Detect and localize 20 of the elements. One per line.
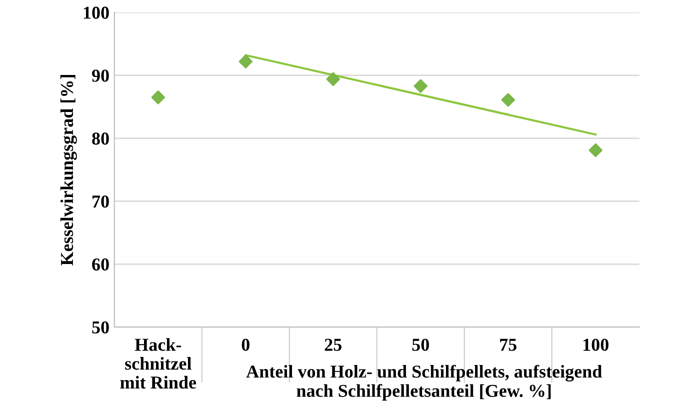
point — [501, 92, 516, 107]
point — [326, 72, 340, 86]
x-axis-title: Anteil von Holz- und Schilfpellets, aufsteigend nach Schilfpelletsanteil [Gew. %] — [246, 364, 602, 401]
x-tick-label: Hack- schnitzel mit Rinde — [120, 338, 196, 389]
y-tick-label: 80 — [92, 132, 109, 145]
point — [151, 90, 166, 104]
y-tick-label: 50 — [92, 321, 109, 334]
point — [414, 79, 428, 93]
point — [588, 143, 603, 158]
x-tick-label: 50 — [412, 338, 429, 351]
x-tick-label: 25 — [324, 338, 342, 351]
y-tick-label: 90 — [92, 70, 109, 82]
y-tick-label: 70 — [92, 195, 109, 208]
y-tick-label: 100 — [84, 6, 109, 19]
point — [238, 54, 253, 68]
y-axis-title: Kesselwirkungsgrad [%] — [60, 75, 77, 266]
y-tick-label: 60 — [92, 258, 109, 271]
x-tick-label: 0 — [242, 338, 250, 351]
x-tick-label: 100 — [584, 338, 608, 351]
x-tick-label: 75 — [500, 338, 516, 351]
